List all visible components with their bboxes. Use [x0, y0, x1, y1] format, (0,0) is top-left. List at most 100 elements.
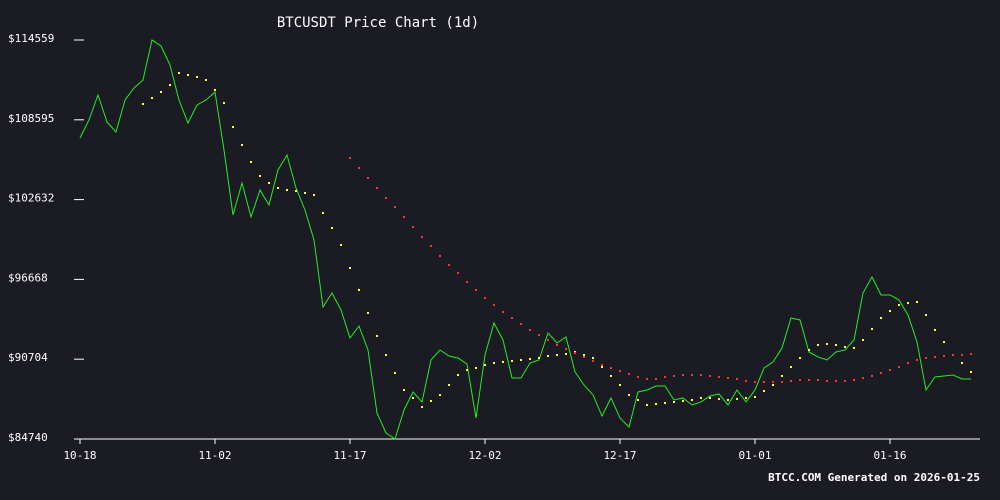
ma-dot: [412, 225, 414, 228]
ma-dot: [871, 327, 873, 330]
ma-dot: [709, 396, 711, 399]
ma-dot: [232, 126, 234, 129]
ma-dot: [493, 361, 495, 364]
ma-dot: [925, 313, 927, 316]
ma-dot: [484, 296, 486, 299]
ma-dot: [961, 353, 963, 356]
ma-dot: [457, 271, 459, 274]
ma-dot: [727, 398, 729, 401]
ma-dot: [475, 366, 477, 369]
ma-dot: [853, 346, 855, 349]
ma-dot: [583, 355, 585, 358]
ma-dot: [943, 340, 945, 343]
ma-dot: [367, 311, 369, 314]
ma-dot: [412, 396, 414, 399]
ma-dot: [574, 351, 576, 354]
ma-dot: [340, 243, 342, 246]
ma-dot: [718, 397, 720, 400]
ma-dot: [745, 396, 747, 399]
y-tick-label: $90704: [8, 351, 48, 364]
ma-dot: [835, 379, 837, 382]
ma-dot: [817, 378, 819, 381]
ma-dot: [529, 357, 531, 360]
ma-dot: [376, 186, 378, 189]
ma-dot: [637, 398, 639, 401]
ma-dot: [637, 375, 639, 378]
ma-dot: [727, 376, 729, 379]
ma-dot: [880, 371, 882, 374]
ma-dot: [439, 393, 441, 396]
ma-dot: [313, 193, 315, 196]
ma-dot: [556, 343, 558, 346]
ma-dot: [286, 188, 288, 191]
ma-dot: [952, 353, 954, 356]
ma-dot: [898, 303, 900, 306]
ma-dot: [394, 205, 396, 208]
ma-dot: [205, 78, 207, 81]
ma-dot: [430, 399, 432, 402]
ma-dot: [142, 103, 144, 106]
ma-dot: [718, 375, 720, 378]
ma-dot: [646, 377, 648, 380]
ma-dot: [511, 316, 513, 319]
y-tick-label: $102632: [8, 192, 54, 205]
ma-dot: [394, 371, 396, 374]
ma-dot: [565, 352, 567, 355]
ma-dot: [682, 399, 684, 402]
ma-dot: [601, 365, 603, 368]
ma-dot: [322, 211, 324, 214]
ma-dot: [214, 89, 216, 92]
ma-dot: [655, 377, 657, 380]
ma-dot: [934, 355, 936, 358]
ma-dot: [736, 397, 738, 400]
ma-dot: [592, 356, 594, 359]
ma-dot: [439, 254, 441, 257]
ma-dot: [808, 348, 810, 351]
ma-dot: [889, 309, 891, 312]
ma-dot: [295, 189, 297, 192]
price-line: [79, 39, 971, 440]
ma-dot: [781, 374, 783, 377]
ma-dot: [709, 374, 711, 377]
ma-dot: [385, 196, 387, 199]
ma-dot: [268, 181, 270, 184]
ma-dot: [556, 353, 558, 356]
ma-dot: [799, 356, 801, 359]
ma-dot: [502, 310, 504, 313]
ma-dot: [799, 378, 801, 381]
ma-dot: [691, 398, 693, 401]
ma-dot: [664, 375, 666, 378]
ma-dot: [835, 343, 837, 346]
ma-dot: [655, 402, 657, 405]
ma-dot: [763, 389, 765, 392]
ma-dot: [475, 288, 477, 291]
ma-dot: [484, 363, 486, 366]
x-tick-label: 12-02: [468, 449, 501, 462]
ma-dot: [349, 266, 351, 269]
ma-dot: [547, 354, 549, 357]
x-tick-label: 11-17: [333, 449, 366, 462]
ma-dot: [565, 347, 567, 350]
ma-dot: [691, 373, 693, 376]
ma-dot: [817, 343, 819, 346]
x-tick-label: 12-17: [603, 449, 636, 462]
x-tick-label: 01-01: [738, 449, 771, 462]
ma-dot: [907, 301, 909, 304]
ma-dot: [772, 380, 774, 383]
ma-dot: [619, 383, 621, 386]
ma-dot: [376, 334, 378, 337]
ma-dot: [466, 280, 468, 283]
ma-dot: [844, 379, 846, 382]
ma-dot: [277, 186, 279, 189]
x-tick-label: 10-18: [63, 449, 96, 462]
ma-dot: [160, 90, 162, 93]
ma-dot: [241, 143, 243, 146]
ma-dot: [970, 352, 972, 355]
ma-dot: [529, 328, 531, 331]
ma-dot: [628, 393, 630, 396]
ma-dot: [196, 75, 198, 78]
ma-dot: [862, 338, 864, 341]
ma-dot: [826, 379, 828, 382]
ma-dot: [673, 400, 675, 403]
y-tick-label: $114559: [8, 32, 54, 45]
